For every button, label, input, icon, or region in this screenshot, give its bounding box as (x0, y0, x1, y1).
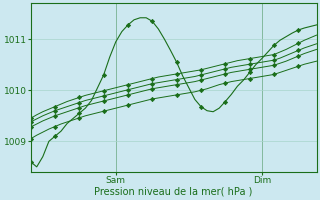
X-axis label: Pression niveau de la mer( hPa ): Pression niveau de la mer( hPa ) (94, 187, 253, 197)
